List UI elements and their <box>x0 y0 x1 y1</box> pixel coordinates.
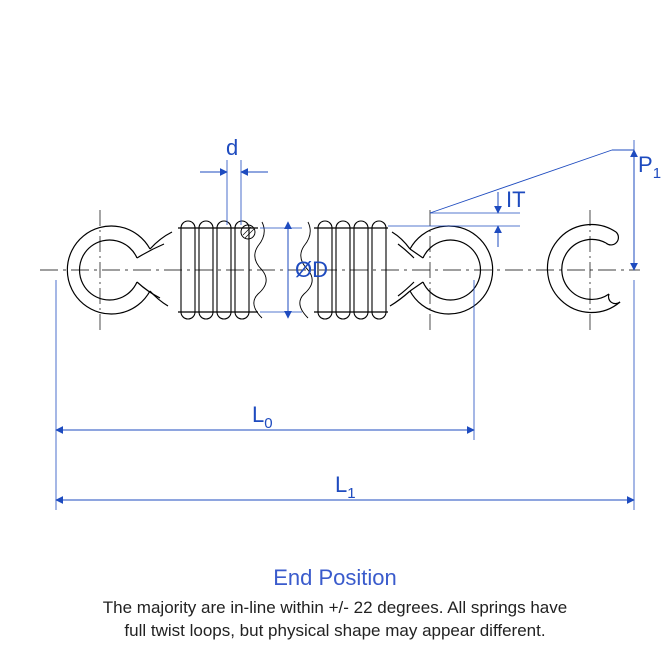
dim-d: d <box>200 135 268 225</box>
caption-title: End Position <box>0 565 670 591</box>
caption-line2: full twist loops, but physical shape may… <box>124 621 545 640</box>
label-L1: L <box>335 472 347 497</box>
label-L0-sub: 0 <box>264 415 272 432</box>
dim-L1: L1 <box>56 280 634 510</box>
svg-text:L0: L0 <box>252 402 273 432</box>
label-P1: P <box>638 152 653 177</box>
label-IT: IT <box>506 187 526 212</box>
label-P1-sub: 1 <box>653 165 661 182</box>
label-d: d <box>226 135 238 160</box>
caption-body: The majority are in-line within +/- 22 d… <box>0 597 670 643</box>
svg-text:L1: L1 <box>335 472 356 502</box>
spring-diagram: d ØD IT P1 <box>0 0 670 560</box>
label-L0: L <box>252 402 264 427</box>
caption-block: End Position The majority are in-line wi… <box>0 565 670 643</box>
label-L1-sub: 1 <box>347 485 355 502</box>
svg-text:P1: P1 <box>638 152 661 182</box>
end-view-ring <box>547 225 620 313</box>
dim-P1: P1 <box>430 140 661 270</box>
dim-L0: L0 <box>56 280 474 440</box>
label-D: ØD <box>295 257 328 282</box>
caption-line1: The majority are in-line within +/- 22 d… <box>103 598 567 617</box>
dim-IT: IT <box>388 187 526 247</box>
